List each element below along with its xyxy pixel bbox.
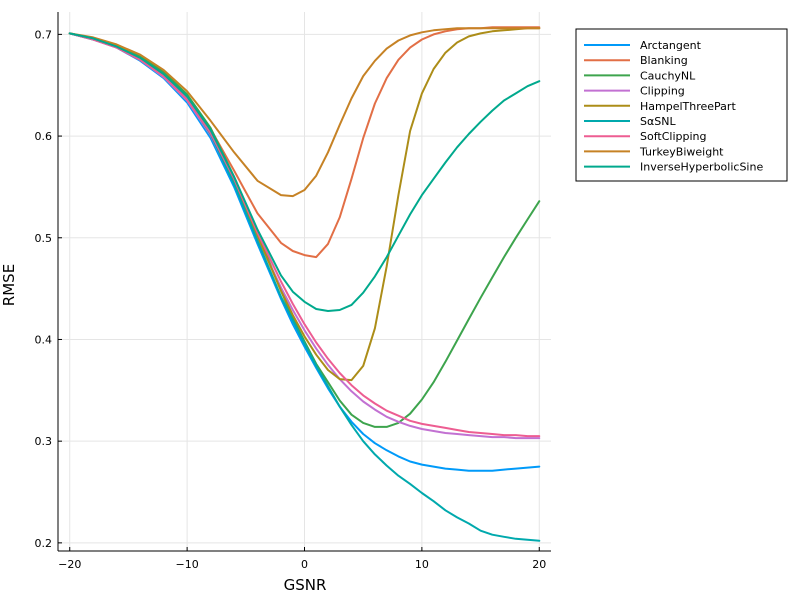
x-tick-label: −10 bbox=[176, 558, 199, 571]
y-tick-label: 0.7 bbox=[35, 28, 53, 41]
y-tick-label: 0.2 bbox=[35, 537, 53, 550]
legend-label: InverseHyperbolicSine bbox=[640, 161, 763, 174]
legend-label: HampelThreePart bbox=[640, 100, 736, 113]
legend-label: SαSNL bbox=[640, 115, 676, 128]
x-ticks: −20 −10 0 10 20 bbox=[58, 547, 546, 571]
legend-label: SoftClipping bbox=[640, 130, 706, 143]
legend-label: Clipping bbox=[640, 85, 685, 98]
series-line bbox=[68, 32, 541, 428]
legend-label: CauchyNL bbox=[640, 69, 696, 82]
x-tick-label: 10 bbox=[415, 558, 429, 571]
x-tick-label: 20 bbox=[532, 558, 546, 571]
legend-label: TurkeyBiweight bbox=[639, 145, 724, 158]
series-line bbox=[68, 32, 541, 438]
legend-label: Arctangent bbox=[640, 39, 702, 52]
y-axis-title: RMSE bbox=[0, 264, 18, 306]
legend-label: Blanking bbox=[640, 54, 688, 67]
y-tick-label: 0.5 bbox=[35, 232, 53, 245]
series-layer bbox=[68, 26, 541, 542]
legend: Arctangent Blanking CauchyNL Clipping Hampel… bbox=[575, 28, 788, 182]
y-tick-label: 0.4 bbox=[35, 333, 53, 346]
series-line bbox=[68, 27, 541, 198]
series-line bbox=[68, 32, 541, 312]
y-ticks: 0.2 0.3 0.4 0.5 0.6 0.7 bbox=[35, 28, 62, 550]
x-axis-title: GSNR bbox=[284, 576, 327, 594]
y-tick-label: 0.6 bbox=[35, 130, 53, 143]
series-line bbox=[68, 32, 541, 472]
y-tick-label: 0.3 bbox=[35, 435, 53, 448]
x-tick-label: 0 bbox=[301, 558, 308, 571]
x-tick-label: −20 bbox=[58, 558, 81, 571]
